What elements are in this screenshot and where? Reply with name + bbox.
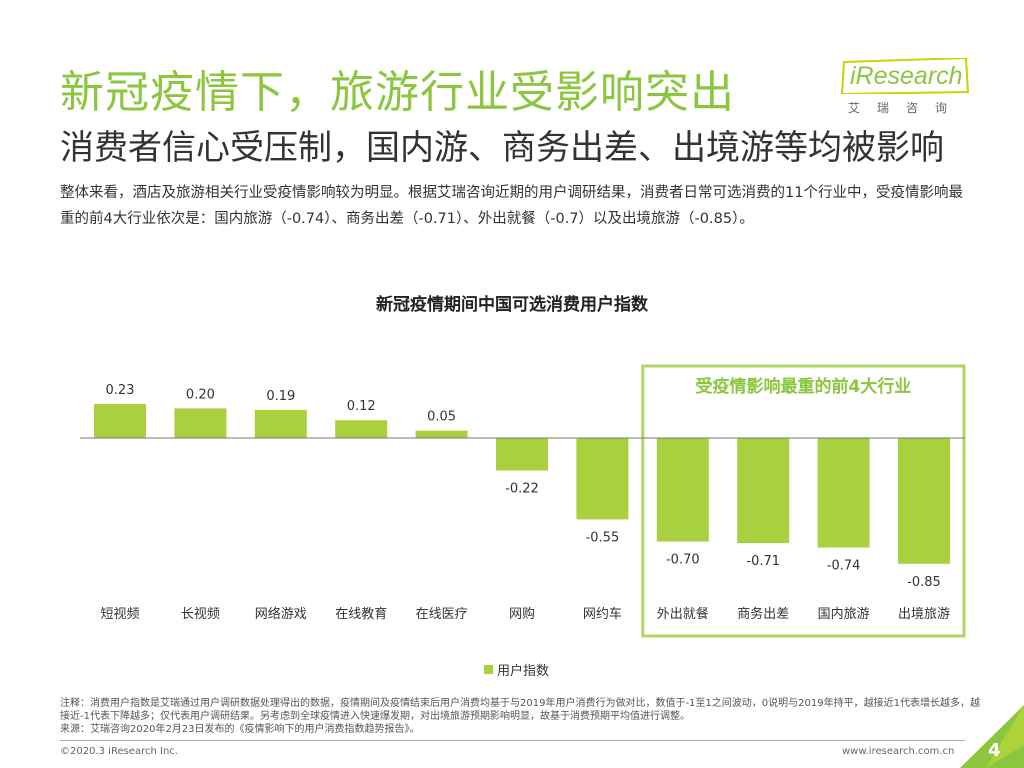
bar-1 <box>174 408 226 438</box>
footnotes: 注释：消费用户指数是艾瑞通过用户调研数据处理得出的数据，疫情期间及疫情结束后用户… <box>60 697 980 736</box>
page-number: 4 <box>988 740 1001 761</box>
highlight-label: 受疫情影响最重的前4大行业 <box>695 376 911 397</box>
category-label-5: 网购 <box>509 606 535 622</box>
value-label-3: 0.12 <box>347 399 376 414</box>
category-label-10: 出境旅游 <box>898 607 950 622</box>
value-label-1: 0.20 <box>186 387 215 402</box>
footnote-note: 注释：消费用户指数是艾瑞通过用户调研数据处理得出的数据，疫情期间及疫情结束后用户… <box>60 697 980 723</box>
value-label-10: -0.85 <box>907 575 941 590</box>
bar-chart: 受疫情影响最重的前4大行业 0.23 短视频 0.20 长视频 0.19 网络游戏 0.12 在… <box>0 0 1024 768</box>
value-label-6: -0.55 <box>586 530 620 545</box>
bar-10 <box>898 438 950 564</box>
value-label-5: -0.22 <box>505 482 539 497</box>
category-label-0: 短视频 <box>100 607 139 622</box>
category-label-6: 网约车 <box>583 606 622 622</box>
bar-9 <box>818 438 870 548</box>
category-label-2: 网络游戏 <box>255 606 307 622</box>
bar-4 <box>416 431 468 438</box>
category-label-7: 外出就餐 <box>657 606 709 622</box>
value-label-8: -0.71 <box>746 554 780 569</box>
footnote-source: 来源：艾瑞咨询2020年2月23日发布的《疫情影响下的用户消费指数趋势报告》。 <box>60 723 980 736</box>
bar-0 <box>94 404 146 438</box>
chart-legend: 用户指数 <box>484 660 549 679</box>
value-label-7: -0.70 <box>666 553 700 568</box>
category-label-8: 商务出差 <box>737 606 789 622</box>
copyright: ©2020.3 iResearch Inc. <box>60 746 178 757</box>
value-label-4: 0.05 <box>427 410 456 425</box>
category-label-9: 国内旅游 <box>818 606 870 622</box>
footer-divider <box>60 740 965 741</box>
category-label-1: 长视频 <box>181 607 220 622</box>
category-label-3: 在线教育 <box>335 606 387 622</box>
bar-6 <box>576 438 628 519</box>
category-label-4: 在线医疗 <box>416 607 468 622</box>
bar-2 <box>255 410 307 438</box>
legend-label: 用户指数 <box>497 660 549 679</box>
legend-swatch <box>484 665 493 674</box>
value-label-9: -0.74 <box>827 559 861 574</box>
website-link[interactable]: www.iresearch.com.cn <box>842 746 954 757</box>
value-label-2: 0.19 <box>266 389 295 404</box>
bar-5 <box>496 438 548 471</box>
value-label-0: 0.23 <box>106 383 135 398</box>
bar-8 <box>737 438 789 543</box>
bar-7 <box>657 438 709 542</box>
bar-3 <box>335 420 387 438</box>
